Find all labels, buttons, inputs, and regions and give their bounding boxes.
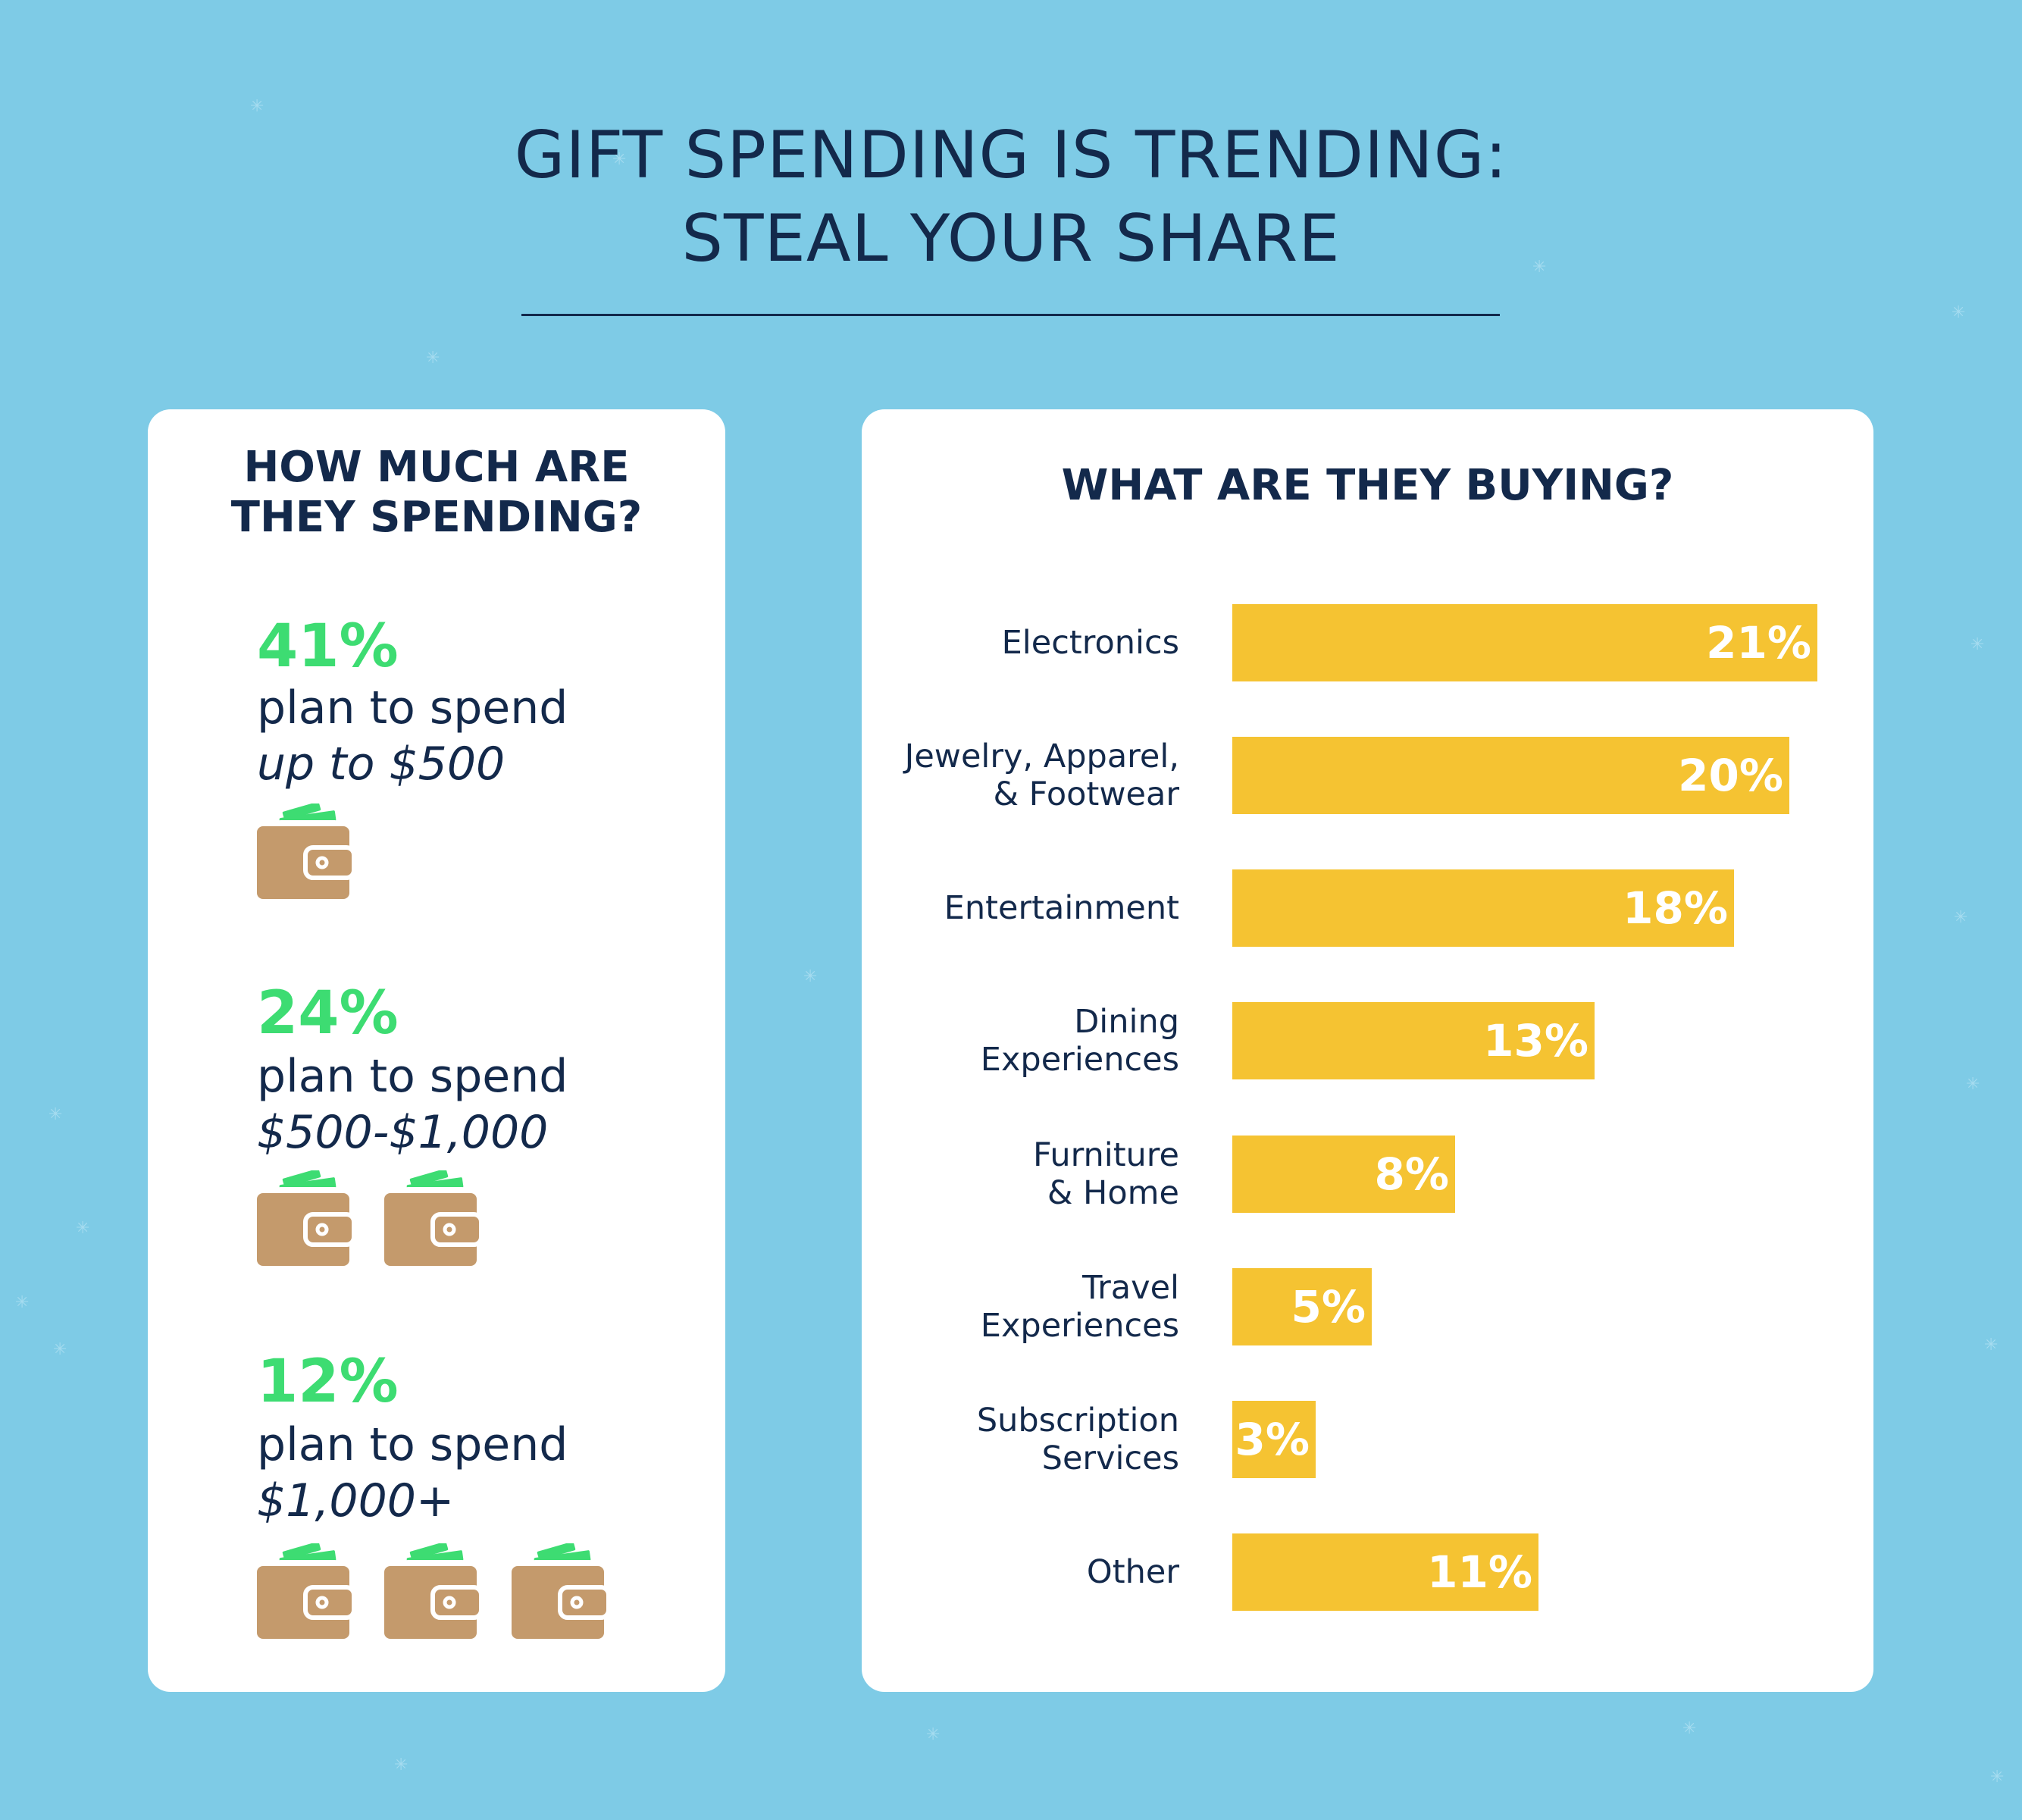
category-label: Other <box>755 1553 1179 1591</box>
snowflake-icon: ✳ <box>612 150 627 169</box>
bar-value-label: 13% <box>1483 1015 1588 1067</box>
snowflake-icon: ✳ <box>1532 258 1547 277</box>
bar-value-label: 11% <box>1427 1546 1532 1598</box>
page-title: GIFT SPENDING IS TRENDING: STEAL YOUR SH… <box>0 114 2022 280</box>
stat-text: plan to spend <box>257 681 568 735</box>
category-label: Electronics <box>755 624 1179 662</box>
bar: 13% <box>1232 1002 1595 1079</box>
snowflake-icon: ✳ <box>49 1105 63 1124</box>
category-label-line: Services <box>1041 1439 1179 1477</box>
category-label-line: Travel <box>1082 1269 1179 1307</box>
category-label-line: Experiences <box>980 1307 1179 1345</box>
snowflake-icon: ✳ <box>1990 1768 2005 1787</box>
bar-value-label: 20% <box>1678 750 1783 801</box>
title-line-1: GIFT SPENDING IS TRENDING: <box>514 117 1508 193</box>
chart-title: WHAT ARE THEY BUYING? <box>1061 461 1674 510</box>
category-label-line: Other <box>1086 1553 1179 1591</box>
bar: 18% <box>1232 869 1734 947</box>
snowflake-icon: ✳ <box>53 1340 67 1359</box>
bar: 21% <box>1232 604 1817 681</box>
category-label-line: & Home <box>1047 1174 1179 1212</box>
stat-range: $500-$1,000 <box>257 1106 549 1159</box>
wallet-icon <box>257 801 356 899</box>
bar-value-label: 5% <box>1291 1281 1366 1333</box>
stat-percent: 24% <box>257 979 399 1048</box>
snowflake-icon: ✳ <box>803 967 818 986</box>
snowflake-icon: ✳ <box>76 1219 90 1238</box>
category-label: Jewelry, Apparel, & Footwear <box>755 738 1179 813</box>
category-label: Furniture & Home <box>755 1136 1179 1212</box>
category-label-line: Entertainment <box>944 889 1179 927</box>
bar-value-label: 21% <box>1706 617 1811 669</box>
stat-range: up to $500 <box>257 738 506 791</box>
category-label: Dining Experiences <box>755 1003 1179 1079</box>
wallet-icon <box>257 1168 356 1266</box>
category-label: Entertainment <box>755 889 1179 927</box>
bar: 8% <box>1232 1136 1455 1213</box>
snowflake-icon: ✳ <box>426 349 440 368</box>
spending-heading-line-1: HOW MUCH ARE <box>243 443 630 492</box>
wallet-icon <box>384 1168 484 1266</box>
wallet-icon <box>257 1541 356 1639</box>
wallet-icon <box>384 1541 484 1639</box>
category-label-line: Jewelry, Apparel, <box>904 738 1179 775</box>
stat-percent: 41% <box>257 612 399 681</box>
title-line-2: STEAL YOUR SHARE <box>681 201 1341 277</box>
snowflake-icon: ✳ <box>1970 635 1985 654</box>
bar: 11% <box>1232 1533 1538 1611</box>
bar-value-label: 8% <box>1374 1148 1449 1200</box>
wallet-icon <box>512 1541 611 1639</box>
spending-heading-line-2: THEY SPENDING? <box>230 493 643 542</box>
snowflake-icon: ✳ <box>394 1756 408 1775</box>
category-label-line: Electronics <box>1001 624 1179 662</box>
stat-range: $1,000+ <box>257 1474 455 1527</box>
category-label-line: Experiences <box>980 1041 1179 1079</box>
snowflake-icon: ✳ <box>1682 1719 1697 1738</box>
category-label-line: Subscription <box>976 1402 1179 1439</box>
snowflake-icon: ✳ <box>926 1725 941 1744</box>
category-label-line: Dining <box>1074 1003 1179 1041</box>
snowflake-icon: ✳ <box>1966 1075 1980 1094</box>
snowflake-icon: ✳ <box>1954 908 1968 927</box>
bar-value-label: 18% <box>1623 882 1728 934</box>
stat-text: plan to spend <box>257 1050 568 1103</box>
category-label: Subscription Services <box>755 1402 1179 1477</box>
category-label-line: Furniture <box>1032 1136 1179 1174</box>
stat-percent: 12% <box>257 1348 399 1416</box>
spending-card: HOW MUCH ARE THEY SPENDING? 41% plan to … <box>148 409 725 1692</box>
snowflake-icon: ✳ <box>15 1293 30 1312</box>
title-divider <box>521 314 1500 316</box>
snowflake-icon: ✳ <box>1984 1336 1999 1355</box>
snowflake-icon: ✳ <box>250 97 264 116</box>
bar-value-label: 3% <box>1235 1414 1310 1465</box>
bar: 3% <box>1232 1401 1316 1478</box>
category-label: Travel Experiences <box>755 1269 1179 1345</box>
stat-text: plan to spend <box>257 1418 568 1471</box>
category-label-line: & Footwear <box>993 775 1179 813</box>
bar: 20% <box>1232 737 1789 814</box>
spending-heading: HOW MUCH ARE THEY SPENDING? <box>148 443 725 543</box>
bar: 5% <box>1232 1268 1372 1345</box>
snowflake-icon: ✳ <box>1952 303 1966 322</box>
